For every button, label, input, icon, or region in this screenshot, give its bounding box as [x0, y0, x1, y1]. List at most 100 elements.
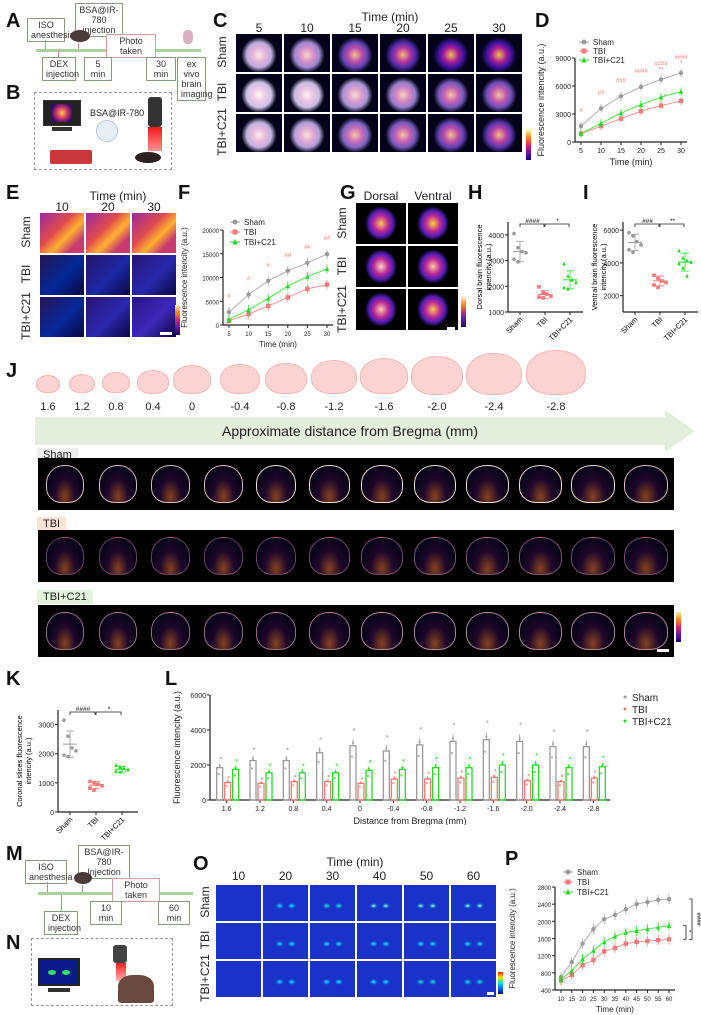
- column-header: 5: [255, 21, 263, 35]
- monitor-icon: [38, 958, 80, 986]
- image-cell: [132, 213, 176, 253]
- panel-label-f: F: [178, 182, 191, 204]
- image-cell: [404, 885, 449, 921]
- image-cell: [408, 203, 458, 244]
- svg-text:TBI: TBI: [535, 315, 550, 330]
- svg-text:5000: 5000: [206, 300, 220, 306]
- chart-f: 0 5000 10000 15000 20000 5 10 15 20 25 30 Fluoresce…: [180, 218, 333, 349]
- dex-injection-box: DEX injection: [42, 57, 79, 81]
- column-header: 20: [278, 869, 293, 883]
- image-cell: [356, 289, 406, 330]
- svg-text:5: 5: [579, 148, 583, 155]
- monitor-icon: [43, 100, 81, 126]
- svg-text:25: 25: [304, 332, 311, 338]
- coronal-slice: [518, 465, 562, 503]
- coronal-slice: [46, 612, 84, 650]
- svg-text:TBI+C21: TBI+C21: [244, 238, 276, 247]
- svg-text:TBI+C21: TBI+C21: [632, 717, 672, 728]
- colorbar: [526, 130, 531, 160]
- svg-text:intencity (a.u.): intencity (a.u.): [24, 737, 33, 785]
- svg-text:55: 55: [655, 997, 662, 1003]
- svg-text:Fluorescence intencity (a.u.): Fluorescence intencity (a.u.): [172, 691, 182, 804]
- svg-text:10: 10: [558, 997, 565, 1003]
- panel-label-p: P: [505, 848, 519, 870]
- colorbar: [676, 612, 681, 642]
- image-cell: [216, 885, 261, 921]
- image-cell: [284, 114, 330, 152]
- svg-text:Sham: Sham: [577, 868, 598, 877]
- atlas-section: [36, 375, 60, 394]
- panel-label-g: G: [340, 182, 356, 204]
- svg-text:#: #: [247, 277, 251, 283]
- image-cell: [357, 961, 402, 997]
- image-cell: [357, 885, 402, 921]
- svg-text:1.6: 1.6: [222, 806, 232, 813]
- arrow-head: [665, 410, 695, 452]
- svg-text:TBI+C21: TBI+C21: [593, 56, 625, 65]
- iso-anesthesia-box: ISO anesthesia: [27, 18, 75, 42]
- svg-text:2800: 2800: [538, 886, 552, 892]
- coronal-slice: [151, 612, 191, 650]
- svg-text:Sham: Sham: [504, 315, 524, 335]
- arrow-tick: [61, 895, 62, 911]
- panel-label-a: A: [6, 10, 21, 32]
- column-header: 10: [231, 869, 246, 883]
- image-cell: [310, 923, 355, 959]
- coronal-slice: [413, 537, 456, 575]
- column-header: 50: [419, 869, 434, 883]
- column-header: 40: [372, 869, 387, 883]
- svg-text:6000: 6000: [555, 84, 571, 91]
- time-10min-box: 10 min: [90, 901, 122, 925]
- image-cell: [284, 74, 330, 112]
- svg-text:800: 800: [541, 972, 552, 978]
- svg-text:30: 30: [677, 148, 685, 155]
- bregma-position-label: -2.4: [484, 401, 504, 413]
- laser-beam-icon: [116, 963, 126, 981]
- svg-text:Fluorescence intencity (a.u.): Fluorescence intencity (a.u.): [180, 227, 189, 328]
- svg-text:20: 20: [579, 997, 586, 1003]
- coronal-slice: [98, 612, 138, 650]
- svg-text:0: 0: [358, 806, 362, 813]
- bregma-position-label: -0.4: [230, 401, 250, 413]
- svg-text:###: ###: [616, 78, 627, 84]
- svg-text:0: 0: [567, 140, 571, 147]
- chart-h: 1000 2000 3000 4000 Dorsal brain fluorescenc…: [475, 218, 583, 342]
- svg-text:Sham: Sham: [632, 693, 658, 704]
- coronal-slice: [571, 537, 615, 575]
- svg-text:TBI+C21: TBI+C21: [577, 888, 609, 897]
- svg-text:*: *: [680, 61, 683, 67]
- bregma-position-label: 0.8: [108, 401, 124, 413]
- mouse-icon: [70, 30, 90, 42]
- svg-text:15: 15: [568, 997, 575, 1003]
- image-cell: [404, 961, 449, 997]
- bregma-position-label: 0.4: [145, 401, 161, 413]
- atlas-section: [137, 369, 169, 394]
- svg-text:2000: 2000: [488, 284, 504, 291]
- coronal-slice: [203, 537, 244, 575]
- svg-text:##: ##: [284, 253, 291, 259]
- svg-text:#: #: [579, 108, 583, 114]
- svg-text:TBI: TBI: [244, 228, 256, 237]
- slices-sham: [38, 458, 674, 510]
- svg-text:Ventral brain fluorescence: Ventral brain fluorescence: [590, 224, 599, 311]
- image-cell: [451, 885, 496, 921]
- group-label-tbi-c21: TBI+C21: [37, 590, 93, 604]
- svg-text:##: ##: [304, 245, 311, 251]
- bregma-arrow-label: Approximate distance from Bregma (mm): [222, 423, 478, 439]
- svg-text:1600: 1600: [538, 938, 552, 944]
- group-label-tbi: TBI: [37, 517, 67, 531]
- image-cell: [408, 246, 458, 287]
- image-cell: [236, 114, 282, 152]
- arrow-tick: [58, 51, 59, 57]
- slices-tbi: [38, 530, 674, 582]
- svg-text:6000: 6000: [190, 693, 206, 700]
- image-cell: [236, 34, 282, 72]
- svg-text:35: 35: [612, 997, 619, 1003]
- coronal-slice: [518, 612, 562, 650]
- svg-text:Sham: Sham: [54, 815, 74, 835]
- column-header: Ventral: [414, 189, 452, 203]
- svg-text:0: 0: [202, 798, 206, 805]
- svg-text:-2.8: -2.8: [587, 806, 599, 813]
- panel-label-m: M: [6, 843, 23, 865]
- scale-bar: [487, 992, 494, 995]
